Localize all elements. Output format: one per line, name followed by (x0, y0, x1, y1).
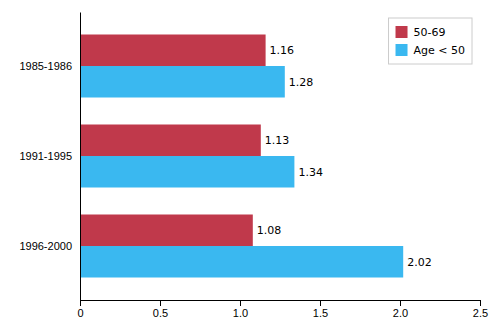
y-axis: 1996-2000 1991-1995 1985-1986 (19, 13, 80, 301)
tick-mark (160, 300, 161, 306)
legend-item: 50-69 (396, 26, 446, 39)
bar (80, 215, 253, 247)
tick-label: 1985-1986 (19, 60, 72, 72)
x-axis: 0 0.5 1.0 1.5 2.0 2.5 (77, 300, 488, 319)
legend-swatch (396, 44, 408, 56)
axis-line (81, 301, 481, 307)
data-label: 1.34 (298, 166, 323, 179)
bar (80, 66, 285, 98)
legend-swatch (396, 26, 408, 38)
bar (80, 246, 403, 278)
data-label: 1.13 (265, 134, 290, 147)
series (80, 66, 403, 278)
tick: 1.5 (313, 300, 328, 319)
data-label: 1.16 (270, 44, 295, 57)
tick: 1.0 (233, 300, 248, 319)
bar (80, 125, 261, 157)
bars (80, 35, 403, 278)
tick: 0.5 (153, 300, 168, 319)
tick: 1985-1986 (19, 60, 72, 72)
legend: 50-69 Age < 50 (389, 18, 472, 64)
tick-label: 1.5 (313, 307, 328, 319)
data-labels: 1.08 1.13 1.16 2.02 1.34 1.28 (257, 44, 432, 269)
tick-mark (80, 300, 81, 306)
tick-mark (320, 300, 321, 306)
tick-mark (480, 300, 481, 306)
axis-line (80, 13, 81, 301)
tick-label: 2.0 (393, 307, 408, 319)
plot: 1.08 1.13 1.16 2.02 1.34 1.28 0 0.5 1.0 1.5 2.0 2.5… (19, 13, 488, 319)
tick: 1991-1995 (19, 150, 72, 162)
tick: 2.0 (393, 300, 408, 319)
tick-label: 1.0 (233, 307, 248, 319)
tick-mark (240, 300, 241, 306)
data-label: 1.08 (257, 224, 282, 237)
tick-label: 1991-1995 (19, 150, 72, 162)
tick: 2.5 (473, 300, 488, 319)
tick-label: 2.5 (473, 307, 488, 319)
data-label: 2.02 (407, 256, 432, 269)
data-label: 1.28 (289, 76, 314, 89)
chart: 1.08 1.13 1.16 2.02 1.34 1.28 0 0.5 1.0 1.5 2.0 2.5… (0, 0, 500, 328)
legend-frame (389, 18, 472, 64)
tick-label: 0.5 (153, 307, 168, 319)
tick: 1996-2000 (19, 240, 72, 252)
bar (80, 35, 266, 67)
tick: 0 (77, 300, 83, 319)
bar (80, 156, 294, 188)
legend-item: Age < 50 (396, 44, 465, 57)
tick-mark (400, 300, 401, 306)
tick-label: 1996-2000 (19, 240, 72, 252)
legend-label: 50-69 (414, 26, 446, 39)
legend-label: Age < 50 (414, 44, 465, 57)
tick-label: 0 (77, 307, 83, 319)
